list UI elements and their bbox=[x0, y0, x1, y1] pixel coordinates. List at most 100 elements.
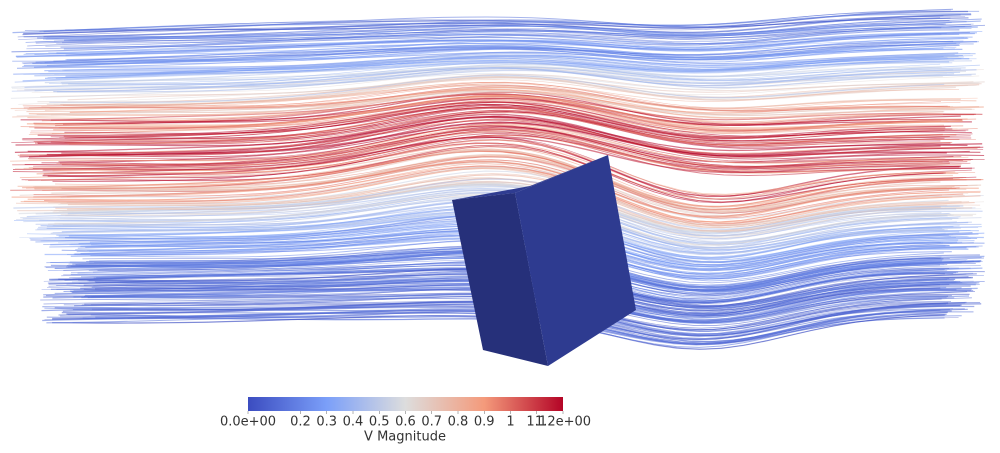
streamline bbox=[20, 95, 977, 131]
streamline bbox=[45, 23, 974, 47]
streamline bbox=[61, 65, 942, 85]
streamline bbox=[12, 41, 979, 62]
streamline bbox=[37, 111, 941, 145]
streamline bbox=[22, 81, 942, 111]
streamline bbox=[46, 115, 941, 157]
streamline bbox=[43, 13, 972, 38]
streamline bbox=[28, 123, 969, 164]
streamline bbox=[11, 160, 979, 219]
streamline bbox=[19, 121, 981, 158]
colorbar bbox=[248, 397, 563, 411]
streamline bbox=[14, 116, 968, 154]
streamline bbox=[37, 20, 981, 39]
streamline bbox=[58, 127, 973, 163]
colorbar-title: V Magnitude bbox=[364, 430, 446, 445]
streamline bbox=[40, 145, 953, 200]
streamline bbox=[62, 52, 955, 72]
streamline bbox=[36, 139, 956, 196]
streamline bbox=[62, 24, 972, 44]
streamline bbox=[24, 68, 976, 91]
streamline bbox=[37, 101, 951, 138]
streamline bbox=[37, 107, 945, 148]
streamline bbox=[60, 82, 961, 109]
streamline bbox=[66, 137, 972, 197]
streamline bbox=[39, 9, 952, 32]
streamline bbox=[11, 29, 960, 53]
streamline bbox=[44, 58, 970, 80]
streamline bbox=[48, 37, 964, 53]
streamline bbox=[66, 37, 968, 61]
streamline bbox=[26, 187, 983, 237]
streamline bbox=[33, 159, 950, 219]
streamline bbox=[43, 136, 961, 175]
streamline bbox=[23, 42, 957, 67]
streamline bbox=[33, 109, 960, 144]
streamline bbox=[60, 60, 972, 84]
streamline bbox=[33, 129, 971, 171]
obstacle-box bbox=[452, 155, 636, 366]
streamline bbox=[49, 74, 945, 103]
streamline bbox=[23, 79, 968, 108]
colorbar-tick-label: 0.0e+00 bbox=[220, 415, 276, 430]
streamline bbox=[22, 192, 947, 240]
streamline bbox=[43, 54, 959, 75]
colorbar-tick-label: 0.4 bbox=[343, 415, 364, 430]
streamline bbox=[50, 90, 975, 116]
colorbar-tick-label: 1.2e+00 bbox=[535, 415, 591, 430]
streamline bbox=[34, 69, 972, 92]
streamline bbox=[33, 161, 957, 217]
streamline bbox=[58, 174, 985, 228]
streamline bbox=[24, 125, 954, 168]
colorbar-tick-label: 0.8 bbox=[448, 415, 469, 430]
streamline bbox=[13, 192, 961, 246]
streamline bbox=[58, 99, 964, 131]
streamline bbox=[22, 150, 984, 208]
streamline bbox=[64, 103, 953, 140]
colorbar-tick-label: 0.5 bbox=[369, 415, 390, 430]
colorbar-tick-label: 0.9 bbox=[474, 415, 495, 430]
colorbar-tick-label: 0.3 bbox=[316, 415, 337, 430]
streamline bbox=[34, 149, 941, 211]
streamline bbox=[25, 143, 976, 200]
colorbar-tick-label: 1 bbox=[506, 415, 514, 430]
streamline bbox=[28, 128, 971, 172]
streamline bbox=[57, 183, 976, 240]
colorbar-tick-label: 0.7 bbox=[421, 415, 442, 430]
colorbar-ticks: 0.0e+00 0.2 0.3 0.4 0.5 0.6 0.7 0.8 0.9 1 1.11.2e+… bbox=[220, 411, 591, 430]
streamline bbox=[42, 156, 968, 210]
streamline bbox=[60, 182, 947, 239]
streamline bbox=[44, 165, 964, 225]
streamline bbox=[69, 112, 953, 147]
colorbar-tick-label: 0.2 bbox=[290, 415, 311, 430]
streamline bbox=[28, 123, 962, 162]
streamline bbox=[19, 118, 970, 160]
streamline bbox=[12, 91, 944, 119]
streamline bbox=[67, 185, 957, 235]
colorbar-tick-label: 1.1 bbox=[526, 415, 547, 430]
streamline bbox=[18, 77, 979, 105]
streamline bbox=[22, 17, 969, 36]
streamline bbox=[13, 178, 964, 230]
streamline bbox=[17, 177, 962, 232]
streamline bbox=[16, 91, 945, 117]
streamline bbox=[44, 40, 964, 64]
streamline bbox=[28, 83, 961, 109]
streamline bbox=[63, 23, 946, 41]
streamline bbox=[66, 170, 949, 227]
box-right-face bbox=[515, 155, 636, 366]
streamline bbox=[32, 163, 981, 223]
streamline bbox=[23, 85, 948, 112]
streamline bbox=[40, 73, 974, 98]
box-left-face bbox=[452, 193, 548, 366]
streamline bbox=[59, 106, 971, 142]
streamline bbox=[48, 167, 965, 227]
streamline bbox=[53, 67, 955, 93]
streamline bbox=[23, 10, 969, 35]
streamline bbox=[60, 31, 970, 48]
streamline bbox=[52, 142, 944, 204]
streamline bbox=[32, 40, 954, 64]
colorbar-tick-label: 0.6 bbox=[395, 415, 416, 430]
streamline bbox=[49, 61, 941, 84]
streamline bbox=[17, 119, 978, 156]
